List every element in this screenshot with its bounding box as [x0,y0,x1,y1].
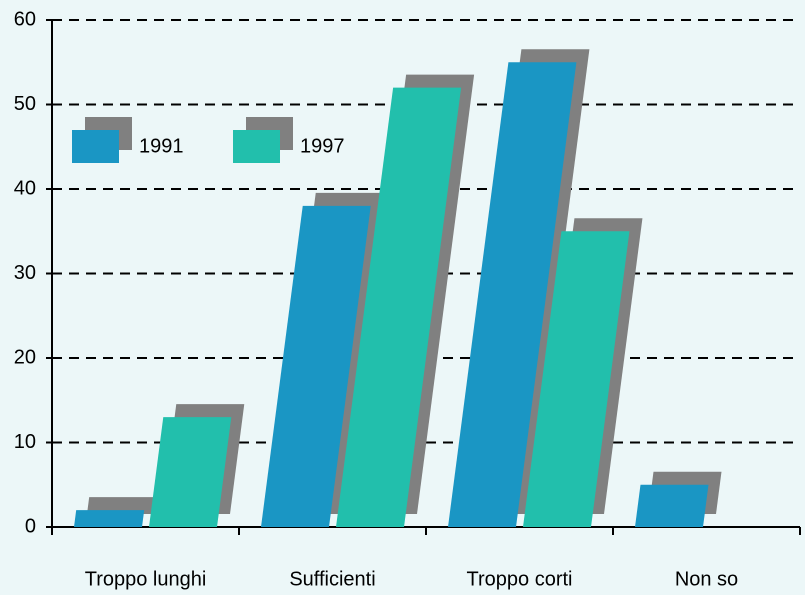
bar [523,231,630,527]
bar [448,62,577,527]
legend-swatch [72,130,119,163]
x-tick-label: Non so [675,568,738,590]
legend-label: 1991 [139,135,184,157]
x-tick-label: Sufficienti [289,568,375,590]
x-tick-label: Troppo lunghi [85,568,207,590]
y-tick-label: 30 [14,262,36,284]
y-tick-label: 10 [14,431,36,453]
legend-label: 1997 [300,135,345,157]
legend-swatch [233,130,280,163]
y-tick-label: 40 [14,177,36,199]
y-tick-label: 0 [25,515,36,537]
bar [74,510,145,527]
bar [149,417,232,527]
y-tick-label: 20 [14,346,36,368]
x-tick-label: Troppo corti [467,568,573,590]
y-tick-label: 60 [14,8,36,30]
bar [261,205,371,527]
bar [635,484,709,527]
y-tick-label: 50 [14,93,36,115]
bar-shadow [87,497,158,514]
bar [336,87,462,527]
